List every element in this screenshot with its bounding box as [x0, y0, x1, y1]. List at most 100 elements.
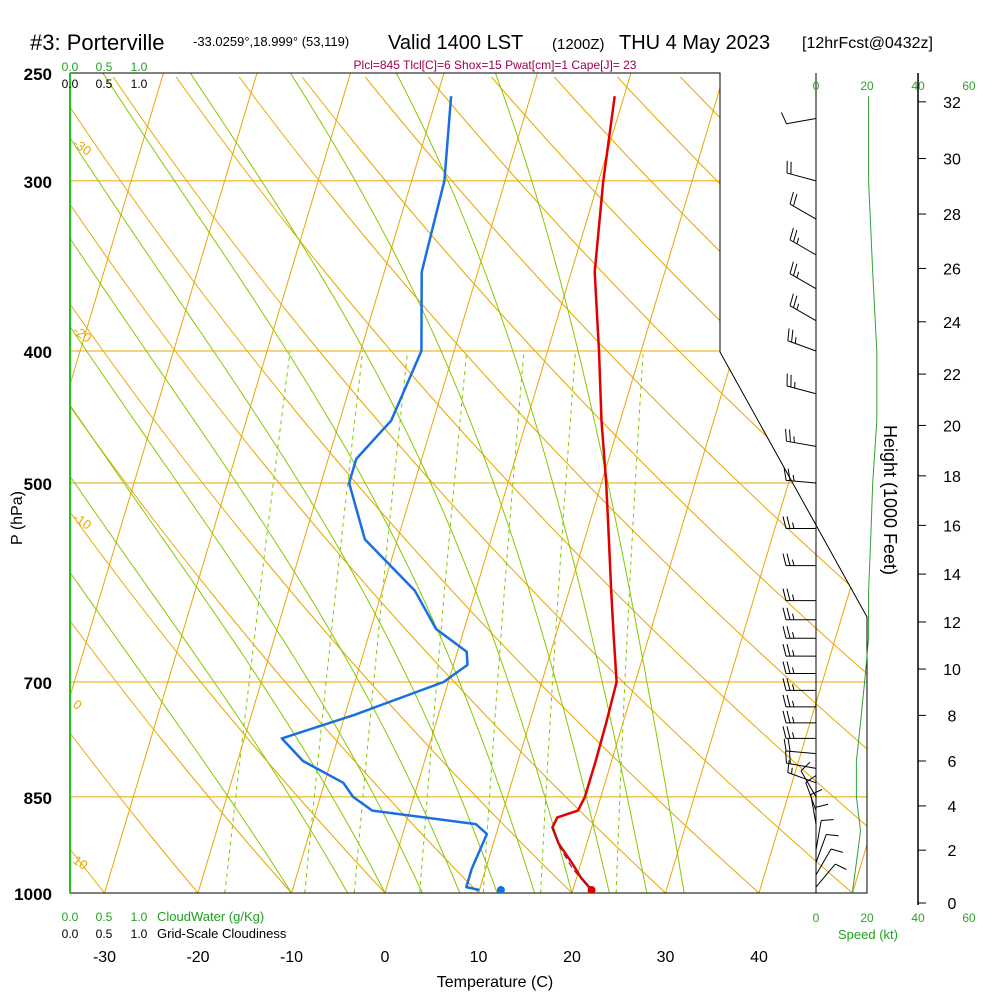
cloudwater-tick-top: 0.5 — [96, 60, 113, 74]
wind-barb-flag — [821, 820, 833, 821]
surface-dewpoint-marker — [497, 886, 505, 894]
height-tick-label: 14 — [943, 567, 961, 584]
height-tick-label: 10 — [943, 662, 961, 679]
pressure-tick-label: 1000 — [14, 885, 52, 904]
isotherm-label: 10 — [70, 852, 90, 873]
temperature-tick-label: 0 — [381, 949, 390, 966]
wind-barb-flag — [783, 626, 786, 638]
pressure-tick-label: 250 — [24, 65, 52, 84]
wind-barb-half-flag — [792, 768, 793, 774]
speed-tick-bottom: 0 — [813, 911, 820, 925]
wind-barb — [783, 589, 816, 601]
wind-barb-flag — [787, 608, 790, 620]
moist-adiabat-line — [0, 85, 385, 893]
wind-barb-half-flag — [793, 560, 795, 566]
wind-barb — [790, 294, 816, 321]
dry-adiabat-label: 10 — [736, 348, 764, 376]
wind-barb — [783, 662, 816, 674]
wind-barb-flag — [783, 608, 786, 620]
wind-barb — [790, 228, 816, 255]
mixing-ratio-label: 3 — [341, 895, 357, 911]
sounding-indices: Plcl=845 Tlcl[C]=6 Shox=15 Pwat[cm]=1 Ca… — [354, 58, 637, 72]
dry-adiabat-line — [428, 77, 1000, 893]
wind-barb-staff — [787, 386, 816, 394]
wind-barb — [790, 262, 816, 289]
speed-tick-bottom: 40 — [911, 911, 925, 925]
cloudiness-tick-top: 0.5 — [96, 77, 113, 91]
height-tick-label: 6 — [948, 754, 957, 771]
wind-barb-flag — [783, 711, 786, 723]
speed-tick-top: 60 — [962, 79, 976, 93]
pressure-tick-label: 850 — [24, 789, 52, 808]
dry-adiabat-line — [491, 77, 1000, 893]
wind-barb-flag — [787, 554, 790, 566]
wind-barb-flag — [783, 554, 786, 566]
temperature-tick-label: 10 — [470, 949, 488, 966]
wind-barb-flag — [783, 644, 786, 656]
wind-barb — [783, 695, 816, 707]
temperature-tick-label: 30 — [657, 949, 675, 966]
wind-barb-flag — [787, 711, 790, 723]
wind-barb-flag — [831, 849, 843, 852]
wind-barb-half-flag — [797, 238, 799, 244]
cloudwater-tick-bottom: 1.0 — [131, 910, 148, 924]
wind-barb-flag — [835, 864, 846, 869]
wind-barb-half-flag — [793, 614, 795, 620]
height-tick-label: 18 — [943, 469, 961, 486]
wind-barb-flag — [792, 330, 793, 342]
wind-barb-flag — [783, 662, 786, 674]
cloudwater-tick-top: 1.0 — [131, 60, 148, 74]
height-axis-title: Height (1000 Feet) — [880, 425, 900, 575]
utc-time: (1200Z) — [552, 36, 605, 53]
isotherm-line — [853, 73, 1000, 893]
height-tick-label: 4 — [948, 799, 957, 816]
cloudiness-tick-bottom: 1.0 — [131, 927, 148, 941]
wind-barb-flag — [790, 192, 793, 204]
wind-barb-staff — [790, 204, 816, 219]
height-tick-label: 16 — [943, 518, 961, 535]
station-coords: -33.0259°,18.999° (53,119) — [193, 34, 349, 49]
height-tick-label: 12 — [943, 615, 961, 632]
mixing-ratio-line — [616, 351, 643, 893]
temperature-tick-label: 20 — [563, 949, 581, 966]
wind-barb-flag — [790, 430, 791, 442]
cloudwater-tick-bottom: 0.0 — [62, 910, 79, 924]
temperature-tick-label: 40 — [750, 949, 768, 966]
wind-barb-flag — [784, 739, 786, 751]
wind-barb-flag — [787, 517, 790, 529]
wind-barb — [781, 112, 816, 123]
wind-barb-flag — [781, 112, 786, 123]
mixing-ratio-label: 5 — [406, 895, 422, 911]
dry-adiabat-label: 20 — [784, 434, 812, 462]
wind-barb-half-flag — [793, 650, 795, 656]
cloudiness-tick-bottom: 0.5 — [96, 927, 113, 941]
dry-adiabat-line — [0, 77, 385, 893]
wind-barb — [783, 517, 816, 529]
dry-adiabat-line — [0, 77, 105, 893]
wind-barb — [787, 161, 816, 181]
height-tick-label: 32 — [943, 95, 961, 112]
forecast-info: [12hrFcst@0432z] — [802, 35, 933, 52]
wind-barb-flag — [787, 626, 790, 638]
height-tick-label: 28 — [943, 207, 961, 224]
dry-adiabat-label: 0 — [725, 245, 746, 267]
wind-barb-flag — [826, 834, 838, 835]
wind-barb-flag — [816, 804, 828, 807]
height-tick-label: 26 — [943, 261, 961, 278]
wind-barb — [790, 192, 816, 219]
sounding-profiles — [282, 96, 617, 894]
mixing-ratio-line — [420, 351, 467, 893]
dry-adiabat-label: 30 — [835, 525, 863, 553]
speed-axis-title: Speed (kt) — [838, 927, 898, 942]
mixing-ratio-line — [483, 351, 524, 893]
height-tick-label: 0 — [948, 896, 957, 913]
wind-barb-flag — [790, 752, 791, 764]
dewpoint-profile-line — [282, 96, 487, 890]
mixing-ratio-line — [541, 351, 576, 893]
wind-barb-staff — [786, 119, 816, 124]
wind-barb-flag — [787, 726, 790, 738]
isotherm-line — [759, 73, 1000, 893]
wind-barb-half-flag — [793, 595, 795, 601]
